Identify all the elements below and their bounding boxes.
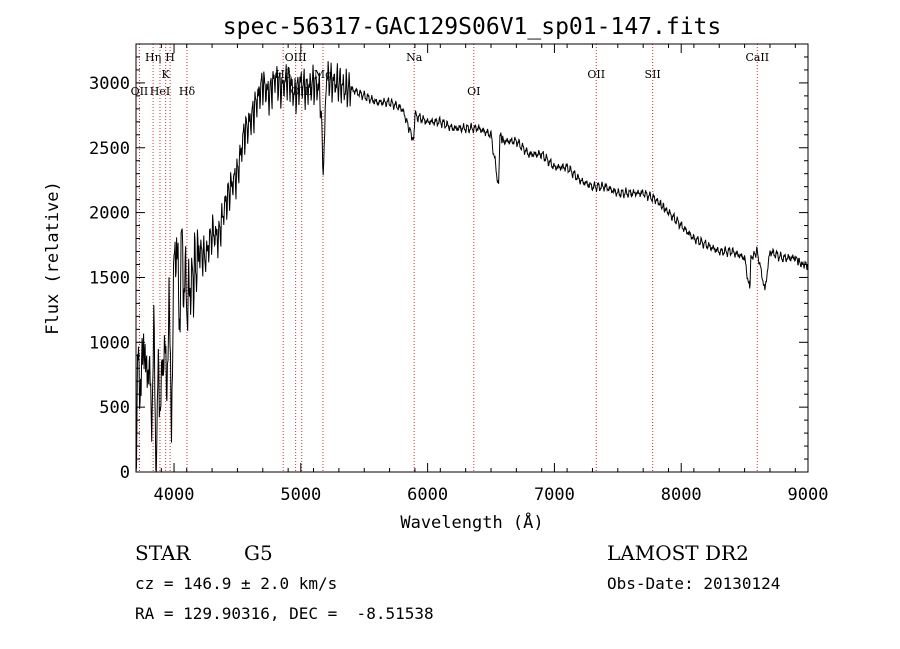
spectral-subclass: G5 bbox=[244, 541, 273, 565]
object-class: STAR bbox=[135, 541, 191, 565]
x-tick-label: 9000 bbox=[788, 485, 829, 505]
survey-name: LAMOST DR2 bbox=[607, 541, 749, 565]
x-tick-label: 6000 bbox=[407, 485, 448, 505]
line-label: H bbox=[165, 51, 175, 64]
line-label: OIII bbox=[291, 85, 313, 98]
y-tick-label: 2500 bbox=[89, 139, 130, 159]
line-label: OIII bbox=[285, 51, 307, 64]
spectrum-line bbox=[135, 61, 809, 473]
line-label: OII bbox=[131, 85, 149, 98]
x-tick-label: 5000 bbox=[280, 485, 321, 505]
line-label: Hη bbox=[145, 51, 161, 64]
line-label: K bbox=[162, 68, 171, 81]
observation-date: Obs-Date: 20130124 bbox=[607, 574, 781, 593]
y-axis: 0 500 1000 1500 2000 2500 3000 bbox=[89, 56, 808, 483]
x-axis-label: Wavelength (Å) bbox=[400, 511, 543, 533]
x-tick-label: 7000 bbox=[534, 485, 575, 505]
plot-frame bbox=[135, 43, 809, 473]
y-tick-label: 1500 bbox=[89, 268, 130, 288]
emission-line-markers bbox=[138, 44, 758, 472]
x-tick-label: 4000 bbox=[154, 485, 195, 505]
line-label: SII bbox=[645, 68, 661, 81]
coordinates: RA = 129.90316, DEC = -8.51538 bbox=[135, 604, 434, 623]
chart-title: spec-56317-GAC129S06V1_sp01-147.fits bbox=[223, 14, 722, 40]
line-label: OI bbox=[467, 85, 480, 98]
line-label: Hδ bbox=[179, 85, 196, 98]
line-label: Na bbox=[406, 51, 423, 64]
y-tick-label: 500 bbox=[99, 398, 130, 418]
y-tick-label: 1000 bbox=[89, 333, 130, 353]
redshift-info: cz = 146.9 ± 2.0 km/s bbox=[135, 574, 338, 593]
y-tick-label: 2000 bbox=[89, 204, 130, 224]
y-tick-label: 3000 bbox=[89, 74, 130, 94]
x-tick-label: 8000 bbox=[661, 485, 702, 505]
y-axis-label: Flux (relative) bbox=[43, 181, 63, 335]
x-axis: 4000 5000 6000 7000 8000 9000 bbox=[135, 44, 829, 505]
line-label: Hβ bbox=[275, 68, 291, 81]
line-label: Mg bbox=[314, 68, 332, 81]
line-label: CaII bbox=[745, 51, 769, 64]
line-label: OII bbox=[587, 68, 605, 81]
y-tick-label: 0 bbox=[120, 463, 130, 483]
spectrum-series bbox=[135, 61, 809, 473]
line-label: HeI bbox=[150, 85, 170, 98]
